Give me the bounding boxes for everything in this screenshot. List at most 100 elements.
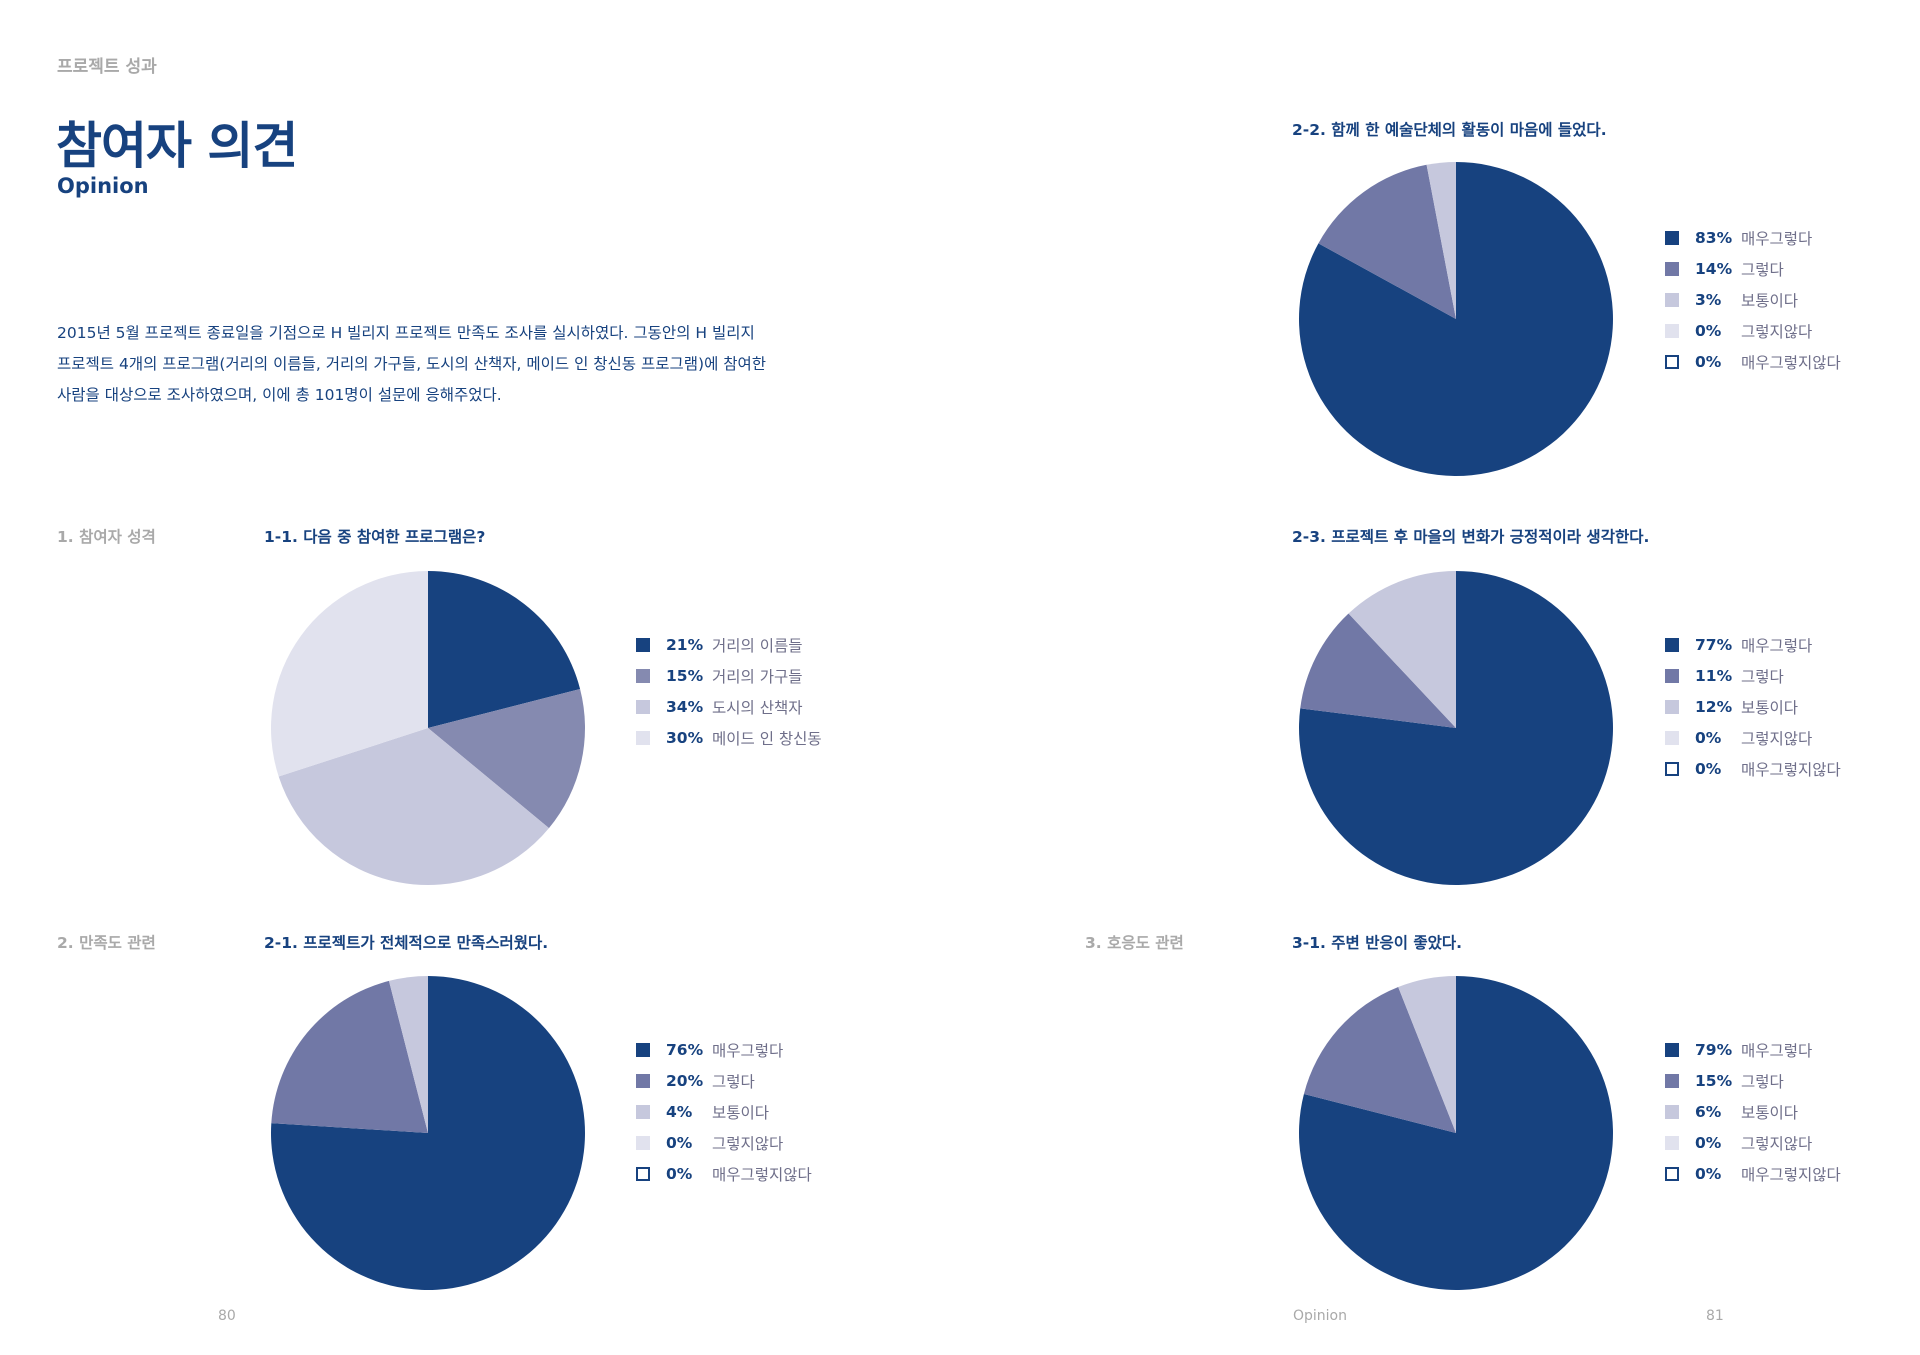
legend-entry: 11% 그렇다 [1665, 660, 1841, 691]
legend-value: 30% [666, 728, 704, 747]
legend-label: 그렇지않다 [1741, 322, 1813, 341]
legend-entry: 21% 거리의 이름들 [636, 629, 822, 660]
legend-entry: 15% 그렇다 [1665, 1065, 1841, 1096]
legend-label: 그렇지않다 [1741, 729, 1813, 748]
pie-slice [1298, 976, 1613, 1291]
legend-swatch [636, 730, 650, 745]
chart-title: 2-2. 함께 한 예술단체의 활동이 마음에 들었다. [1292, 121, 1607, 139]
legend-swatch [636, 1073, 650, 1088]
legend-value: 20% [666, 1071, 704, 1090]
legend-value: 0% [1695, 1133, 1722, 1152]
legend-swatch [636, 668, 650, 683]
legend-label: 매우그렇지않다 [1741, 760, 1841, 779]
page-subtitle: Opinion [57, 174, 149, 198]
intro-line: 사람을 대상으로 조사하였으며, 이에 총 101명이 설문에 응해주었다. [57, 386, 502, 404]
legend-value: 0% [1695, 759, 1722, 778]
legend-entry: 0% 매우그렇지않다 [636, 1158, 812, 1189]
legend-label: 보통이다 [712, 1103, 770, 1122]
legend-swatch [1665, 668, 1679, 683]
legend-value: 3% [1695, 290, 1722, 309]
legend-entry: 34% 도시의 산책자 [636, 691, 822, 722]
legend-swatch [1665, 1166, 1679, 1181]
intro-line: 프로젝트 4개의 프로그램(거리의 이름들, 거리의 가구들, 도시의 산책자,… [57, 355, 767, 373]
legend-value: 11% [1695, 666, 1733, 685]
group-label-participants: 1. 참여자 성격 [57, 528, 156, 546]
legend-label: 그렇다 [1741, 1072, 1784, 1091]
legend-label: 매우그렇지않다 [1741, 1165, 1841, 1184]
legend-label: 보통이다 [1741, 1103, 1799, 1122]
pie-slice [1298, 162, 1613, 476]
legend-label: 거리의 이름들 [712, 636, 803, 655]
footer-section-label: Opinion [1293, 1308, 1347, 1324]
legend-2-1: 76% 매우그렇다 20% 그렇다 4% 보통이다 0% 그렇지않다 0% 매우그렇지않다 [636, 1034, 812, 1189]
pie-slice [1348, 571, 1456, 728]
legend-entry: 0% 그렇지않다 [1665, 1127, 1841, 1158]
pie-slice [1299, 571, 1614, 885]
legend-entry: 0% 매우그렇지않다 [1665, 346, 1841, 377]
legend-entry: 30% 메이드 인 창신동 [636, 722, 822, 753]
chart-title: 3-1. 주변 반응이 좋았다. [1292, 934, 1463, 952]
section-label: 프로젝트 성과 [57, 57, 157, 77]
intro-line: 2015년 5월 프로젝트 종료일을 기점으로 H 빌리지 프로젝트 만족도 조… [57, 324, 755, 342]
legend-swatch [1665, 1073, 1679, 1088]
pie-slice [1426, 161, 1456, 319]
legend-value: 0% [666, 1133, 693, 1152]
group-label-response: 3. 호응도 관련 [1085, 934, 1184, 952]
legend-label: 그렇다 [1741, 260, 1784, 279]
legend-entry: 79% 매우그렇다 [1665, 1034, 1841, 1065]
pie-slice [1398, 976, 1456, 1133]
pie-slice [278, 728, 549, 886]
legend-swatch [1665, 637, 1679, 652]
chart-title: 1-1. 다음 중 참여한 프로그램은? [264, 528, 486, 546]
legend-swatch [1665, 1135, 1679, 1150]
legend-entry: 6% 보통이다 [1665, 1096, 1841, 1127]
legend-swatch [1665, 730, 1679, 745]
legend-entry: 12% 보통이다 [1665, 691, 1841, 722]
legend-value: 0% [666, 1164, 693, 1183]
legend-1-1: 21% 거리의 이름들 15% 거리의 가구들 34% 도시의 산책자 30% 메이드 인 창… [636, 629, 822, 753]
pie-slice [1318, 164, 1456, 319]
legend-value: 6% [1695, 1102, 1722, 1121]
legend-swatch [636, 637, 650, 652]
legend-2-3: 77% 매우그렇다 11% 그렇다 12% 보통이다 0% 그렇지않다 0% 매우그렇지않다 [1665, 629, 1841, 784]
legend-value: 15% [1695, 1071, 1733, 1090]
legend-swatch [1665, 261, 1679, 276]
legend-label: 매우그렇다 [1741, 229, 1813, 248]
legend-entry: 0% 매우그렇지않다 [1665, 1158, 1841, 1189]
pie-slice [428, 688, 586, 829]
legend-entry: 20% 그렇다 [636, 1065, 812, 1096]
group-label-satisfaction: 2. 만족도 관련 [57, 934, 156, 952]
legend-3-1: 79% 매우그렇다 15% 그렇다 6% 보통이다 0% 그렇지않다 0% 매우그렇지않다 [1665, 1034, 1841, 1189]
legend-entry: 76% 매우그렇다 [636, 1034, 812, 1065]
legend-entry: 14% 그렇다 [1665, 253, 1841, 284]
pie-slice [428, 571, 581, 728]
legend-swatch [636, 1104, 650, 1119]
legend-swatch [636, 1042, 650, 1057]
legend-swatch [1665, 292, 1679, 307]
chart-title: 2-1. 프로젝트가 전체적으로 만족스러웠다. [264, 934, 549, 952]
pie-slice [271, 980, 428, 1133]
legend-label: 매우그렇지않다 [1741, 353, 1841, 372]
legend-swatch [1665, 354, 1679, 369]
legend-value: 15% [666, 666, 704, 685]
pie-slice [271, 976, 586, 1290]
legend-value: 0% [1695, 321, 1722, 340]
legend-entry: 0% 그렇지않다 [1665, 315, 1841, 346]
legend-label: 보통이다 [1741, 291, 1799, 310]
legend-swatch [1665, 230, 1679, 245]
legend-label: 메이드 인 창신동 [712, 729, 822, 748]
legend-swatch [1665, 699, 1679, 714]
legend-value: 0% [1695, 352, 1722, 371]
legend-value: 83% [1695, 228, 1733, 247]
legend-label: 보통이다 [1741, 698, 1799, 717]
legend-entry: 0% 그렇지않다 [636, 1127, 812, 1158]
legend-value: 14% [1695, 259, 1733, 278]
legend-value: 4% [666, 1102, 693, 1121]
legend-entry: 15% 거리의 가구들 [636, 660, 822, 691]
legend-label: 그렇지않다 [712, 1134, 784, 1153]
legend-swatch [1665, 323, 1679, 338]
